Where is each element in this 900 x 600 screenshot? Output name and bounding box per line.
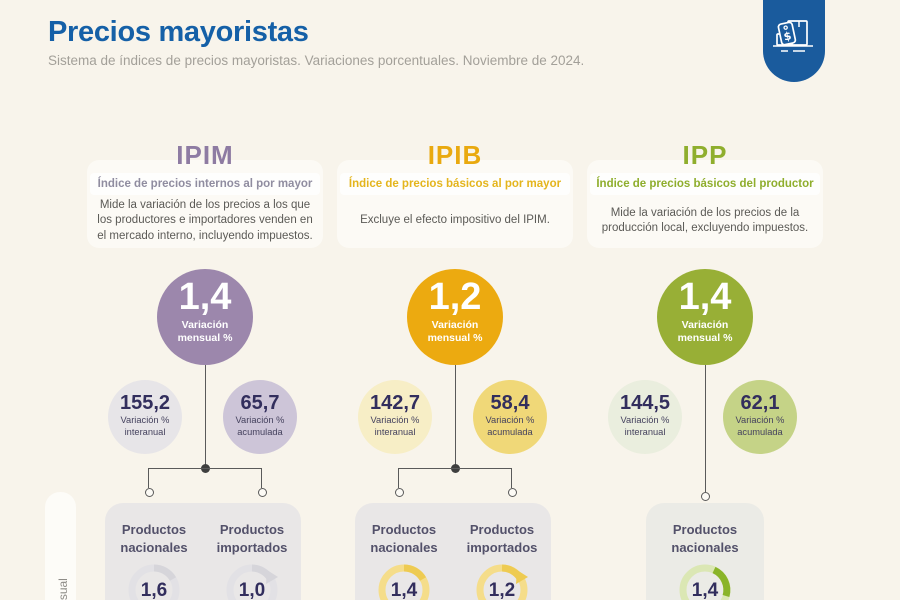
ipim-monthly-label2: mensual %	[177, 331, 233, 344]
ipib-description: Excluye el efecto impositivo del IPIM.	[360, 214, 550, 227]
ipib-monthly-circle: 1,2 Variación mensual %	[407, 269, 503, 365]
ipib-products-card: Productos nacionales 1,4 Productos	[355, 503, 551, 600]
ipim-products-card: Productos nacionales 1,6 Productos	[105, 503, 301, 600]
page-title: Precios mayoristas	[48, 16, 309, 48]
ipp-interannual-value: 144,5	[619, 392, 671, 414]
ipim-monthly-circle: 1,4 Variación mensual %	[157, 269, 253, 365]
ipim-description: Mide la variación de los precios a los q…	[97, 199, 313, 242]
column-ipib: IPIB Índice de precios básicos al por ma…	[325, 0, 585, 600]
connector-line	[704, 365, 706, 492]
ipp-heading: IPP	[682, 140, 728, 170]
connector-line	[148, 468, 150, 488]
connector-line	[454, 365, 456, 468]
ipib-interannual-circle: 142,7 Variación % interanual	[358, 380, 432, 454]
side-section-label: Variación mensual	[56, 578, 70, 600]
ipp-national-products: Productos nacionales 1,4	[656, 521, 754, 600]
page-subtitle: Sistema de índices de precios mayoristas…	[48, 53, 585, 68]
ipib-accumulated-value: 58,4	[490, 392, 530, 414]
ipp-accumulated-value: 62,1	[740, 392, 780, 414]
ipp-monthly-value: 1,4	[678, 276, 732, 318]
column-ipp: IPP Índice de precios básicos del produc…	[575, 0, 835, 600]
ipp-accumulated-circle: 62,1 Variación % acumulada	[723, 380, 797, 454]
ipib-imported-products: Productos importados 1,2	[453, 521, 551, 600]
node-circle	[394, 488, 404, 497]
column-ipim: IPIM Índice de precios internos al por m…	[75, 0, 335, 600]
ipim-interannual-value: 155,2	[119, 392, 171, 414]
node-circle	[700, 492, 710, 501]
wholesale-prices-badge: $	[763, 0, 825, 82]
node-circle	[257, 488, 267, 497]
connector-line	[148, 468, 262, 470]
connector-line	[398, 468, 400, 488]
ipib-monthly-value: 1,2	[428, 276, 482, 318]
ipp-national-value: 1,4	[691, 580, 719, 600]
ipim-imported-value: 1,0	[238, 580, 266, 600]
ipib-national-products: Productos nacionales 1,4	[355, 521, 453, 600]
ipib-accumulated-circle: 58,4 Variación % acumulada	[473, 380, 547, 454]
ipp-products-card: Productos nacionales 1,4	[646, 503, 764, 600]
ipim-monthly-value: 1,4	[178, 276, 232, 318]
ipim-subtitle: Índice de precios internos al por mayor	[90, 173, 320, 195]
ipim-accumulated-value: 65,7	[240, 392, 280, 414]
ipim-monthly-label: Variación	[181, 319, 229, 331]
ipp-monthly-circle: 1,4 Variación mensual %	[657, 269, 753, 365]
ipib-imported-value: 1,2	[488, 580, 516, 600]
ipp-description: Mide la variación de los precios de la p…	[601, 206, 809, 234]
ipib-subtitle: Índice de precios básicos al por mayor	[340, 173, 570, 195]
ipib-interannual-value: 142,7	[369, 392, 421, 414]
ipib-heading: IPIB	[427, 140, 483, 170]
ipim-national-value: 1,6	[140, 580, 168, 600]
ipim-national-products: Productos nacionales 1,6	[105, 521, 203, 600]
connector-line	[204, 365, 206, 468]
ipp-interannual-circle: 144,5 Variación % interanual	[608, 380, 682, 454]
ipim-imported-products: Productos importados 1,0	[203, 521, 301, 600]
ipim-interannual-circle: 155,2 Variación % interanual	[108, 380, 182, 454]
side-section-bar	[45, 492, 76, 600]
ipim-accumulated-circle: 65,7 Variación % acumulada	[223, 380, 297, 454]
node-circle	[144, 488, 154, 497]
price-tag-boxes-icon: $	[772, 15, 816, 68]
connector-line	[261, 468, 263, 488]
svg-text:$: $	[782, 29, 792, 43]
ipp-subtitle: Índice de precios básicos del productor	[590, 173, 820, 195]
ipib-national-value: 1,4	[390, 580, 418, 600]
ipim-heading: IPIM	[176, 140, 234, 170]
node-circle	[507, 488, 517, 497]
connector-line	[511, 468, 513, 488]
connector-line	[398, 468, 512, 470]
